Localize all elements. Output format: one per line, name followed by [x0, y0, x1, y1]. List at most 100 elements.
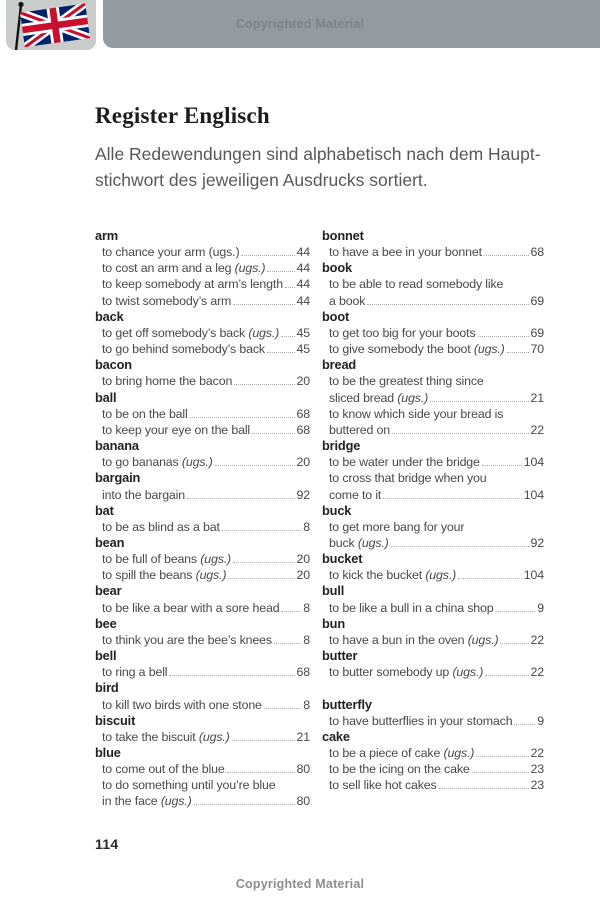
entry-page-number: 80	[296, 762, 310, 777]
index-entry: to have a bee in your bonnet 68	[322, 244, 544, 260]
index-entry: to be like a bull in a china shop 9	[322, 600, 544, 616]
entry-text: buck (ugs.)	[329, 535, 389, 550]
dot-leader	[392, 432, 529, 434]
index-entry: to be the greatest thing since	[322, 373, 544, 389]
entry-page-number: 23	[530, 778, 544, 793]
index-headword: buck	[322, 502, 352, 518]
index-entry: to be full of beans (ugs.) 20	[95, 551, 310, 567]
entry-register-label: (ugs.)	[467, 632, 499, 647]
index-headword: biscuit	[95, 712, 136, 728]
dot-leader	[169, 675, 295, 677]
entry-page-number: 21	[296, 729, 310, 744]
index-headword: banana	[95, 438, 139, 454]
entry-text: to cost an arm and a leg (ugs.)	[102, 261, 266, 276]
index-right-column: bonnet to have a bee in your bonnet 68 book…	[322, 228, 544, 810]
entry-text: to know which side your bread is	[329, 406, 504, 421]
entry-text: to take the biscuit (ugs.)	[102, 729, 230, 744]
entry-page-number: 80	[296, 794, 310, 809]
entry-page-number: 20	[296, 455, 310, 470]
index-entry: to keep your eye on the ball 68	[95, 422, 310, 438]
dot-leader	[514, 723, 536, 725]
entry-text: to come out of the blue	[102, 762, 225, 777]
entry-page-number: 68	[296, 422, 310, 437]
index-entry: to spill the beans (ugs.) 20	[95, 567, 310, 583]
index-entry: to give somebody the boot (ugs.) 70	[322, 341, 544, 357]
page-title: Register Englisch	[95, 103, 270, 128]
dot-leader	[187, 497, 295, 499]
entry-page-number: 20	[296, 552, 310, 567]
entry-register-label: (ugs.)	[425, 568, 457, 583]
index-entry: to be water under the bridge 104	[322, 454, 544, 470]
entry-page-number: 68	[296, 406, 310, 421]
index-headword: arm	[95, 228, 119, 243]
entry-page-number: 22	[530, 665, 544, 680]
dot-leader	[477, 335, 529, 337]
index-entry: to have a bun in the oven (ugs.) 22	[322, 632, 544, 648]
index-headword: bucket	[322, 551, 363, 567]
index-entry: to think you are the bee’s knees 8	[95, 632, 310, 648]
entry-text: to be like a bear with a sore head	[102, 600, 280, 615]
entry-text: to get off somebody’s back (ugs.)	[102, 325, 280, 340]
index-headword: bull	[322, 583, 345, 599]
entry-text: in the face (ugs.)	[102, 794, 192, 809]
entry-text: to be able to read somebody like	[329, 277, 504, 292]
entry-page-number: 22	[530, 632, 544, 647]
index-entry: to be able to read somebody like	[322, 276, 544, 292]
entry-page-number: 20	[296, 374, 310, 389]
entry-page-number: 70	[530, 342, 544, 357]
entry-text: to twist somebody’s arm	[102, 293, 232, 308]
entry-page-number: 92	[530, 535, 544, 550]
entry-page-number: 8	[303, 519, 310, 534]
index-entry: to sell like hot cakes 23	[322, 777, 544, 793]
index-entry: in the face (ugs.) 80	[95, 793, 310, 809]
entry-text: to get more bang for your	[329, 519, 465, 534]
header-copyright: Copyrighted Material	[235, 17, 365, 31]
entry-text: to be full of beans (ugs.)	[102, 552, 232, 567]
entry-page-number: 8	[303, 697, 310, 712]
index-entry: sliced bread (ugs.) 21	[322, 390, 544, 406]
index-entry: to twist somebody’s arm 44	[95, 293, 310, 309]
entry-page-number: 9	[537, 600, 544, 615]
index-entry: to be on the ball 68	[95, 406, 310, 422]
dot-leader	[189, 416, 295, 418]
entry-page-number: 69	[530, 325, 544, 340]
entry-page-number: 92	[296, 487, 310, 502]
entry-text: to do something until you’re blue	[102, 778, 276, 793]
entry-text: to be the icing on the cake	[329, 762, 470, 777]
entry-text: to have butterflies in your stomach	[329, 713, 513, 728]
entry-register-label: (ugs.)	[160, 794, 192, 809]
index-entry: to get off somebody’s back (ugs.) 45	[95, 325, 310, 341]
entry-register-label: (ugs.)	[397, 390, 429, 405]
dot-leader	[214, 465, 295, 467]
index-entry: buttered on 22	[322, 422, 544, 438]
index-entry: to be as blind as a bat 8	[95, 519, 310, 535]
entry-page-number: 44	[296, 277, 310, 292]
index-entry: into the bargain 92	[95, 487, 310, 503]
entry-page-number: 104	[523, 568, 544, 583]
entry-text: into the bargain	[102, 487, 186, 502]
dot-leader	[281, 335, 295, 337]
entry-page-number: 22	[530, 422, 544, 437]
index-entry: come to it 104	[322, 487, 544, 503]
entry-text: to sell like hot cakes	[329, 778, 437, 793]
entry-text: to go behind somebody’s back	[102, 342, 265, 357]
index-entry: to go behind somebody’s back 45	[95, 341, 310, 357]
entry-register-label: (ugs.)	[181, 455, 213, 470]
entry-text: to chance your arm (ugs.)	[102, 245, 240, 260]
index-entry: to cross that bridge when you	[322, 470, 544, 486]
dot-leader	[241, 255, 295, 257]
entry-text: to ring a bell	[102, 665, 168, 680]
entry-register-label: (ugs.)	[195, 568, 227, 583]
index-headword: bat	[95, 502, 114, 518]
entry-page-number: 8	[303, 632, 310, 647]
index-headword: bread	[322, 357, 357, 373]
dot-leader	[228, 578, 295, 580]
entry-text: to cross that bridge when you	[329, 471, 487, 486]
index-entry: to cost an arm and a leg (ugs.) 44	[95, 260, 310, 276]
index-entry: to get more bang for your	[322, 519, 544, 535]
index-headword: bean	[95, 534, 125, 550]
entry-page-number: 23	[530, 762, 544, 777]
entry-page-number: 44	[296, 245, 310, 260]
entry-text: a book	[329, 293, 366, 308]
dot-leader	[231, 739, 295, 741]
